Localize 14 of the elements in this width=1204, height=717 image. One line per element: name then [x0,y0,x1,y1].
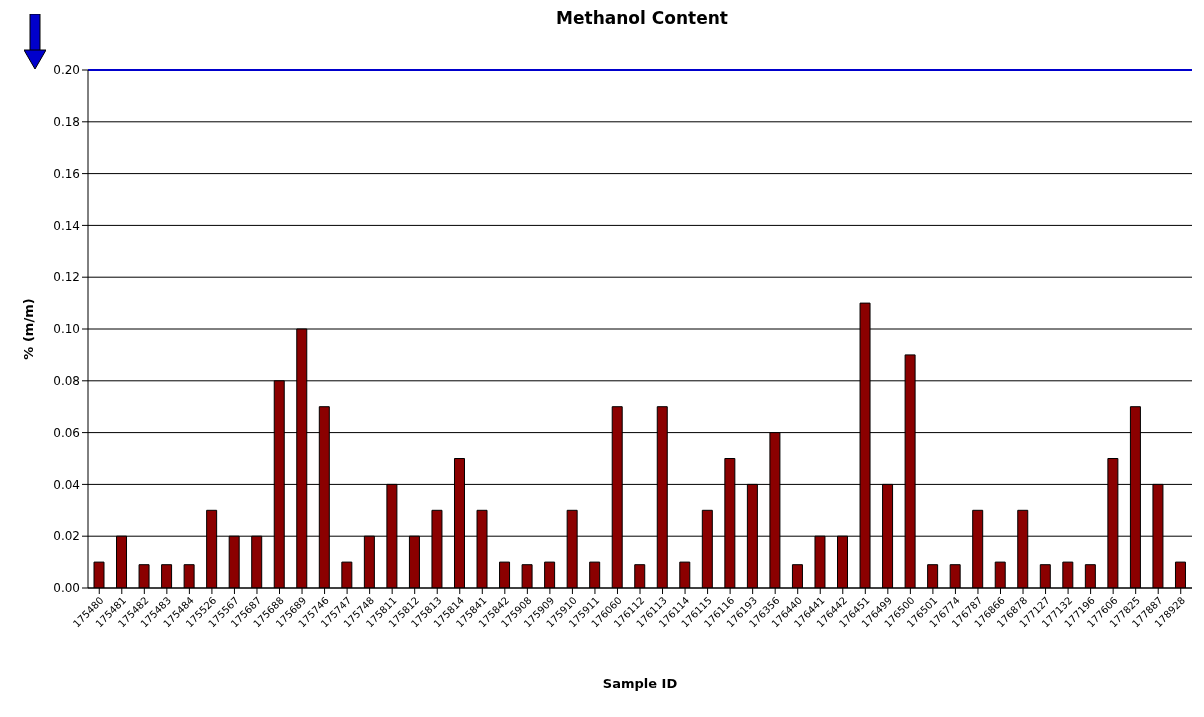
y-tick-label: 0.08 [53,374,80,389]
y-tick-label: 0.10 [53,322,80,337]
y-tick-label: 0.06 [53,425,80,440]
y-tick-label: 0.14 [53,218,80,233]
y-tick-label: 0.20 [53,63,80,78]
chart-title: Methanol Content [555,8,729,30]
y-tick-label: 0.12 [53,270,80,285]
y-axis-title: % (m/m) [20,298,36,360]
y-tick-label: 0.02 [53,529,80,544]
y-tick-label: 0.04 [53,477,80,492]
y-tick-label: 0.16 [53,166,80,181]
y-tick-label: 0.00 [53,581,80,596]
x-axis-title: Sample ID [602,676,678,691]
y-tick-label: 0.18 [53,115,80,130]
